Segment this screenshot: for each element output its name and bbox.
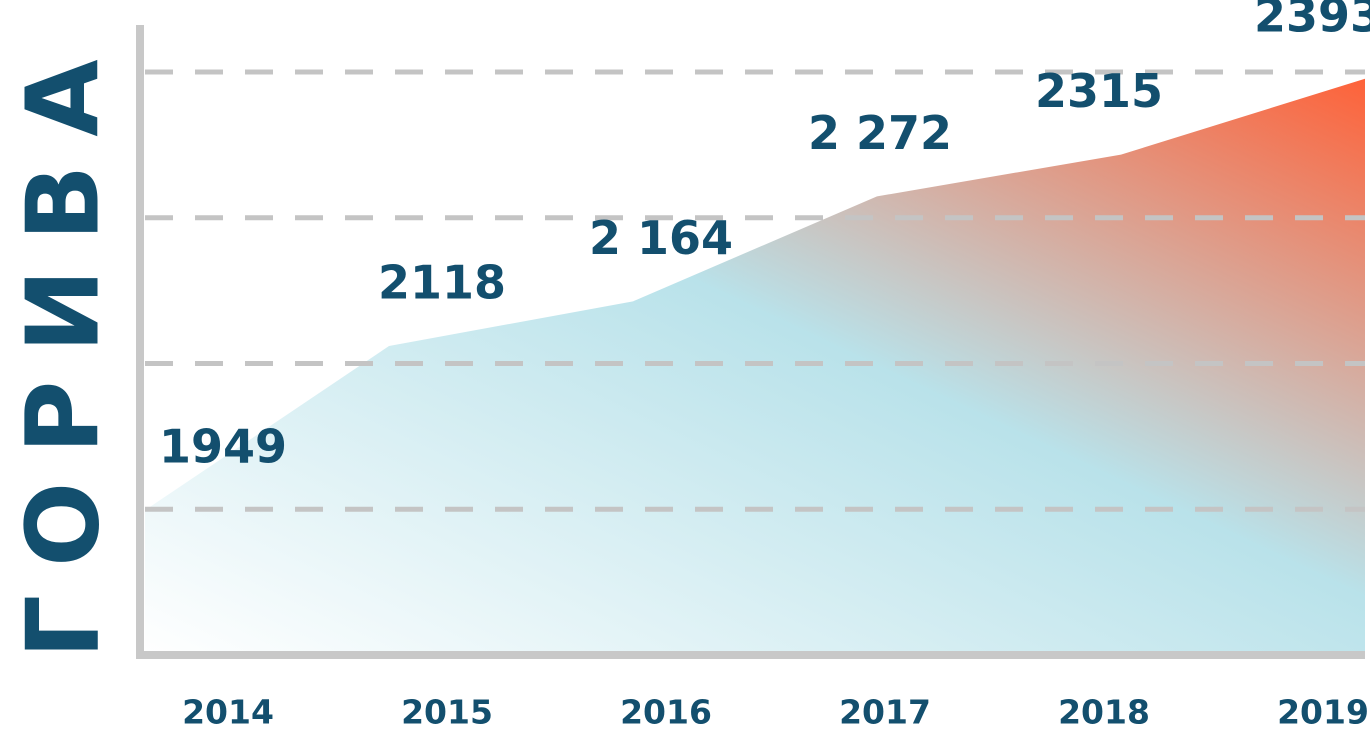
x-tick-label: 2016 [620, 693, 712, 729]
x-tick-label: 2014 [182, 693, 274, 729]
x-tick-label: 2018 [1058, 693, 1150, 729]
x-tick-label: 2015 [401, 693, 493, 729]
x-tick-label: 2017 [839, 693, 931, 729]
value-label: 1949 [159, 420, 287, 474]
value-label: 2315 [1035, 64, 1163, 118]
value-label: 2 164 [589, 211, 733, 265]
x-tick-label: 2019 [1277, 693, 1369, 729]
value-label: 2118 [378, 256, 506, 310]
value-label: 2393 [1254, 0, 1370, 42]
y-axis-title: ГОРИВА [4, 31, 121, 658]
value-label: 2 272 [808, 106, 952, 160]
area [145, 78, 1365, 656]
